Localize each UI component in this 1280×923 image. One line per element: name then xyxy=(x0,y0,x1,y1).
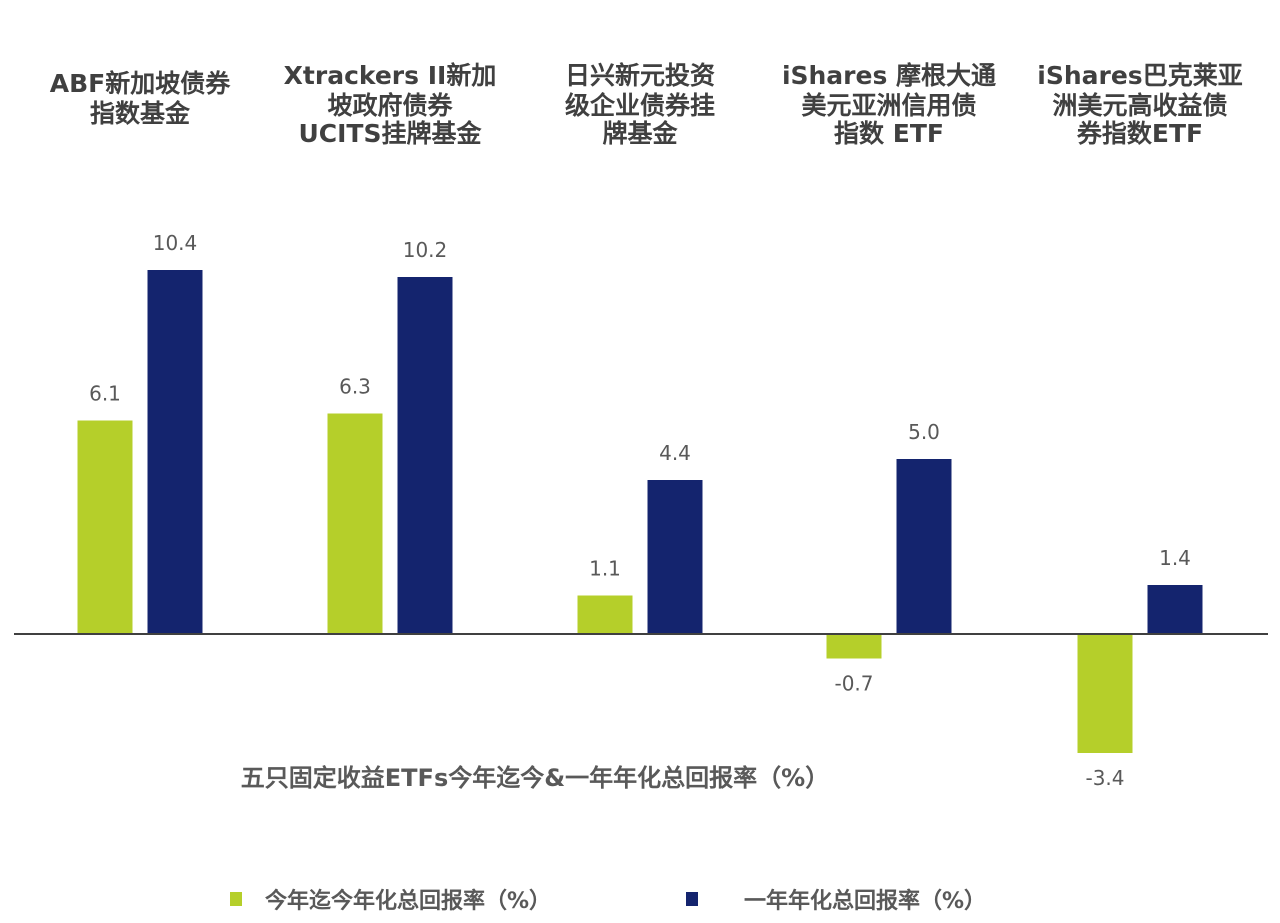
legend-swatch-ytd xyxy=(230,892,242,906)
category-label-line: 级企业债券挂 xyxy=(565,91,715,120)
category-label-line: 日兴新元投资 xyxy=(565,61,715,90)
category-label-line: 牌基金 xyxy=(602,119,678,148)
category-label-line: UCITS挂牌基金 xyxy=(298,119,482,148)
bar-ytd xyxy=(1077,634,1133,753)
legend-label-one-year: 一年年化总回报率（%） xyxy=(744,888,986,914)
category-label: ABF新加坡债券指数基金 xyxy=(50,69,231,128)
legend: 今年迄今年化总回报率（%） 一年年化总回报率（%） xyxy=(230,888,986,914)
data-label: -0.7 xyxy=(834,672,873,696)
category-labels: ABF新加坡债券指数基金 Xtrackers II新加坡政府债券 UCITS挂牌基金… xyxy=(50,61,1243,148)
value-labels: 6.1 6.3 1.1 -0.7 -3.4 10.4 10.2 4.4 5.0 1.4 xyxy=(89,231,1191,790)
category-label-line: 洲美元高收益债 xyxy=(1052,91,1227,120)
category-label: iShares 摩根大通美元亚洲信用债指数 ETF xyxy=(782,61,996,148)
bars xyxy=(77,270,1203,753)
bar-one-year xyxy=(397,277,453,634)
data-label: 4.4 xyxy=(659,441,691,465)
category-label-line: 指数 ETF xyxy=(834,119,944,148)
category-label-line: 美元亚洲信用债 xyxy=(801,91,976,120)
category-label-line: Xtrackers II新加 xyxy=(284,61,497,90)
category-label-line: iShares 摩根大通 xyxy=(782,61,996,90)
bar-one-year xyxy=(1147,585,1203,634)
category-label-line: iShares巴克莱亚 xyxy=(1037,61,1242,90)
data-label: 10.4 xyxy=(153,231,198,255)
data-label: -3.4 xyxy=(1085,766,1124,790)
legend-label-ytd: 今年迄今年化总回报率（%） xyxy=(265,888,551,914)
data-label: 5.0 xyxy=(908,420,940,444)
category-label-line: 坡政府债券 xyxy=(327,91,453,120)
data-label: 6.1 xyxy=(89,382,121,406)
data-label: 6.3 xyxy=(339,375,371,399)
category-label: 日兴新元投资级企业债券挂牌基金 xyxy=(565,61,715,148)
category-label: Xtrackers II新加坡政府债券 UCITS挂牌基金 xyxy=(284,61,497,148)
bar-ytd xyxy=(327,413,383,634)
category-label: iShares巴克莱亚洲美元高收益债券指数ETF xyxy=(1037,61,1242,148)
legend-swatch-one-year xyxy=(686,892,698,906)
chart-title: 五只固定收益ETFs今年迄今&一年年化总回报率（%） xyxy=(241,764,829,792)
bar-one-year xyxy=(647,480,703,634)
data-label: 1.4 xyxy=(1159,546,1191,570)
category-label-line: 指数基金 xyxy=(90,99,191,128)
bar-ytd xyxy=(77,420,133,634)
category-label-line: ABF新加坡债券 xyxy=(50,69,231,98)
data-label: 1.1 xyxy=(589,557,621,581)
bar-ytd xyxy=(826,634,882,659)
bar-one-year xyxy=(147,270,203,634)
bar-one-year xyxy=(896,459,952,634)
data-label: 10.2 xyxy=(403,238,448,262)
category-label-line: 券指数ETF xyxy=(1077,119,1203,148)
bar-ytd xyxy=(577,595,633,634)
